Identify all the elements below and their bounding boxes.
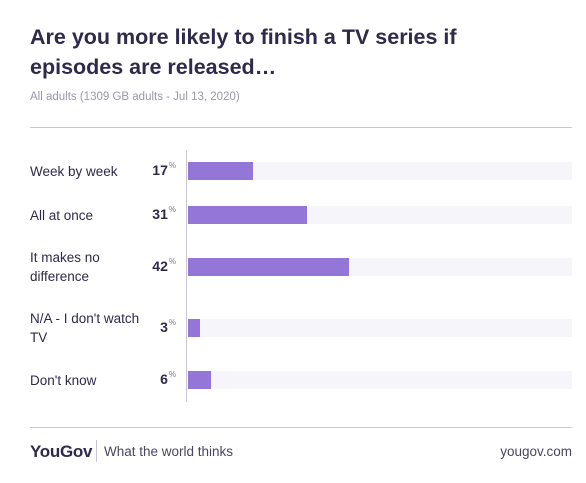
data-label-value: 6 <box>160 371 168 387</box>
data-label-value: 3 <box>160 319 168 335</box>
data-label: 31% <box>126 205 176 222</box>
category-label: It makes no difference <box>30 250 100 284</box>
chart-subtitle: All adults (1309 GB adults - Jul 13, 202… <box>30 91 240 103</box>
bar-track <box>188 258 572 276</box>
bar <box>188 371 212 389</box>
category-label: All at once <box>30 207 94 223</box>
data-label: 42% <box>126 257 176 274</box>
top-divider <box>30 127 572 128</box>
data-label: 17% <box>126 161 176 178</box>
footer-tagline: What the world thinks <box>104 444 234 459</box>
data-label-unit: % <box>168 370 176 379</box>
category-label: N/A - I don't watch TV <box>30 311 140 345</box>
bar <box>188 258 350 276</box>
bar-track <box>188 162 572 180</box>
bar <box>188 319 200 337</box>
category-label: Don't know <box>30 372 97 388</box>
data-label-unit: % <box>168 257 176 266</box>
yougov-logo: YouGov <box>30 442 93 461</box>
data-label-value: 42 <box>152 258 168 274</box>
bar-track <box>188 371 572 389</box>
bar <box>188 206 308 224</box>
data-label-value: 17 <box>152 162 168 178</box>
data-label-value: 31 <box>152 206 168 222</box>
chart-axis-line <box>186 150 187 402</box>
category-label: Week by week <box>30 163 118 179</box>
bar <box>188 162 254 180</box>
bar-track <box>188 206 572 224</box>
bottom-divider <box>30 427 572 428</box>
footer-separator <box>96 440 97 462</box>
data-label: 3% <box>126 318 176 335</box>
data-label-unit: % <box>168 161 176 170</box>
chart-title: Are you more likely to finish a TV serie… <box>30 25 457 79</box>
footer-url: yougov.com <box>500 444 572 459</box>
bar-track <box>188 319 572 337</box>
data-label: 6% <box>126 370 176 387</box>
data-label-unit: % <box>168 205 176 214</box>
data-label-unit: % <box>168 318 176 327</box>
